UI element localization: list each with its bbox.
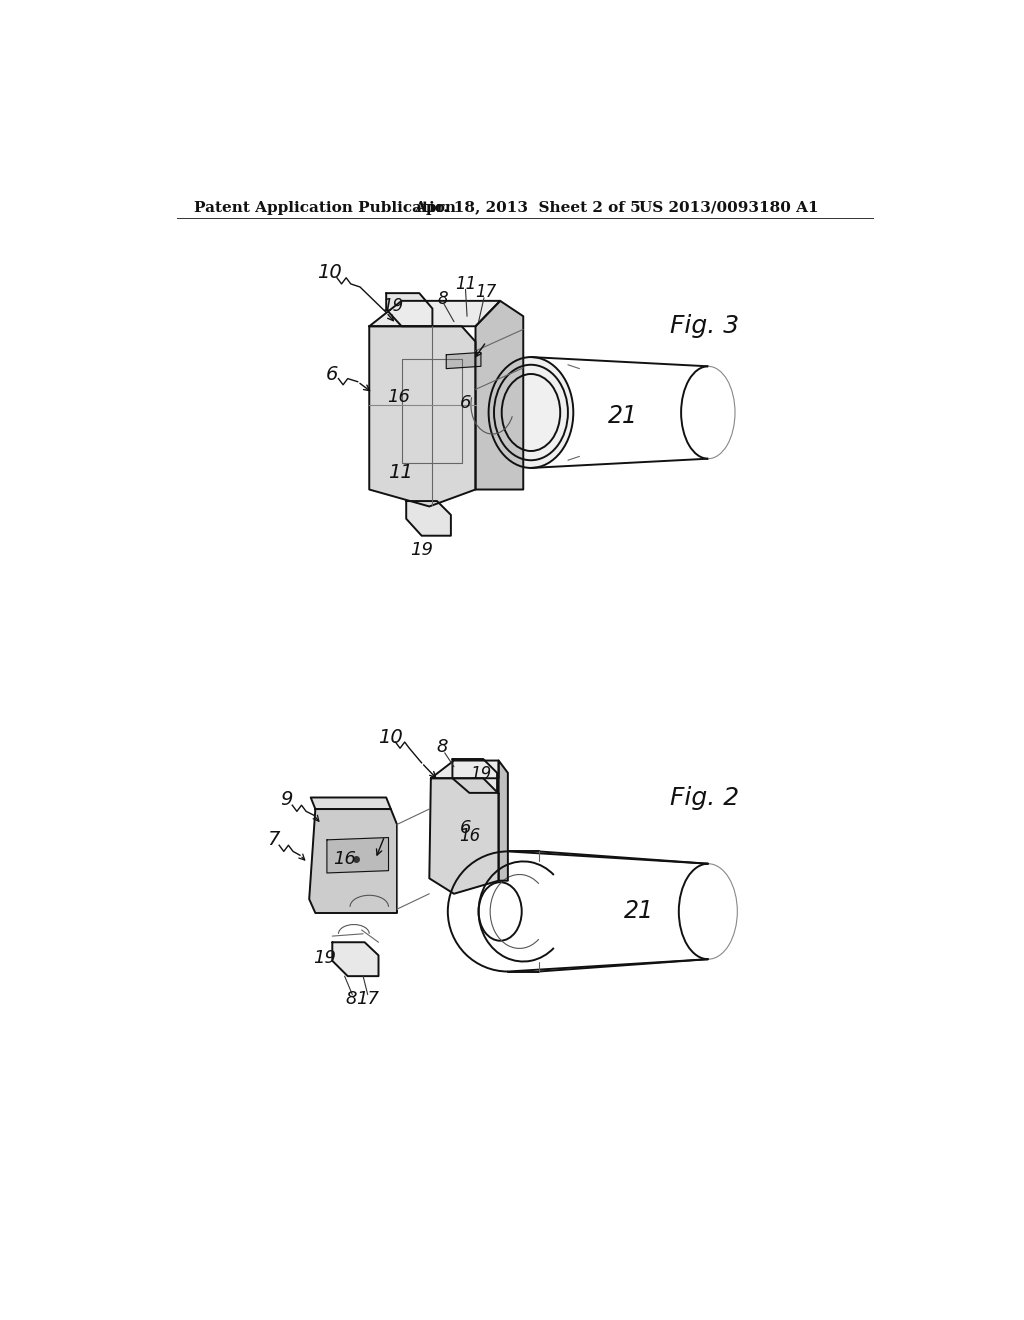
Text: 16: 16: [333, 850, 356, 869]
Text: 10: 10: [316, 263, 342, 282]
Text: 8: 8: [437, 289, 447, 308]
Polygon shape: [370, 326, 475, 507]
Text: 16: 16: [459, 828, 480, 845]
Text: Patent Application Publication: Patent Application Publication: [194, 201, 456, 215]
Ellipse shape: [488, 358, 573, 467]
Text: 17: 17: [356, 990, 379, 1008]
Text: Fig. 3: Fig. 3: [670, 314, 738, 338]
Polygon shape: [370, 301, 500, 326]
Text: 19: 19: [313, 949, 336, 966]
Polygon shape: [446, 352, 481, 368]
Polygon shape: [429, 779, 499, 894]
Text: 10: 10: [379, 727, 403, 747]
Polygon shape: [431, 760, 499, 779]
Text: 19: 19: [470, 766, 492, 783]
Text: 19: 19: [411, 541, 433, 558]
Text: 8: 8: [436, 738, 449, 756]
Text: 11: 11: [388, 463, 413, 482]
Text: 21: 21: [608, 404, 638, 429]
Text: 11: 11: [455, 275, 476, 293]
Text: 6: 6: [460, 820, 471, 837]
Text: Apr. 18, 2013  Sheet 2 of 5: Apr. 18, 2013 Sheet 2 of 5: [414, 201, 641, 215]
Polygon shape: [333, 942, 379, 977]
Text: 8: 8: [345, 990, 356, 1008]
Polygon shape: [407, 502, 451, 536]
Polygon shape: [327, 838, 388, 873]
Text: 16: 16: [387, 388, 410, 407]
Text: 6: 6: [460, 395, 471, 412]
Text: 17: 17: [476, 284, 497, 301]
Polygon shape: [309, 809, 397, 913]
Polygon shape: [475, 301, 523, 490]
Text: 19: 19: [382, 297, 403, 315]
Text: Fig. 2: Fig. 2: [670, 785, 738, 809]
Polygon shape: [453, 759, 497, 793]
Polygon shape: [386, 293, 432, 326]
Text: 21: 21: [624, 899, 653, 924]
Text: 9: 9: [280, 791, 292, 809]
Text: 7: 7: [267, 830, 280, 849]
Polygon shape: [499, 760, 508, 880]
Text: US 2013/0093180 A1: US 2013/0093180 A1: [639, 201, 818, 215]
Text: 6: 6: [326, 364, 339, 384]
Polygon shape: [310, 797, 391, 809]
